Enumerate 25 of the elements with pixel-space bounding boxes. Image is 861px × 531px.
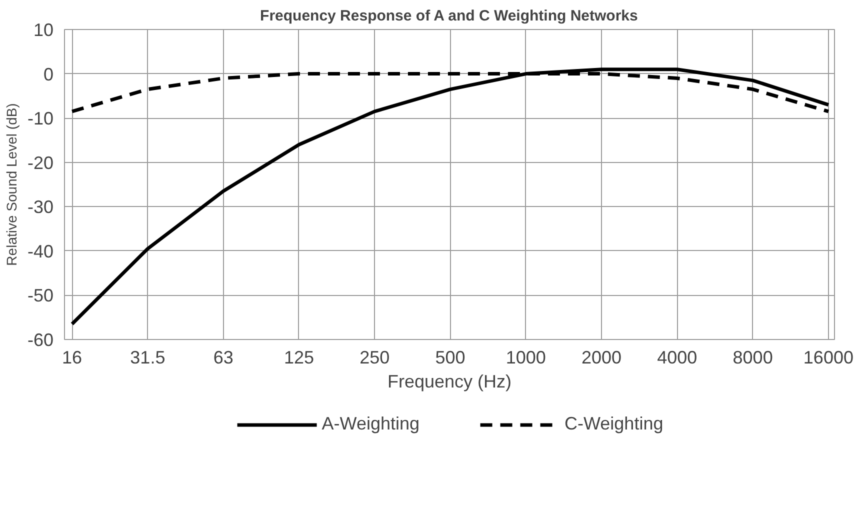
x-tick-label: 1000 — [506, 348, 546, 368]
y-tick-label: 0 — [43, 64, 54, 84]
x-tick-label: 63 — [213, 348, 234, 368]
legend-label: A-Weighting — [322, 414, 420, 434]
x-tick-label: 16 — [62, 348, 82, 368]
y-tick-label: -10 — [27, 108, 54, 129]
x-tick-label: 31.5 — [130, 348, 166, 368]
x-tick-label: 125 — [284, 348, 314, 368]
x-tick-label: 4000 — [657, 348, 698, 368]
chart-title: Frequency Response of A and C Weighting Networks — [260, 8, 638, 24]
y-tick-label: -40 — [27, 241, 54, 262]
x-tick-label: 2000 — [582, 348, 622, 368]
y-tick-label: -50 — [27, 286, 54, 306]
y-tick-label: -30 — [27, 197, 54, 218]
x-tick-label: 16000 — [803, 348, 854, 368]
x-axis-title: Frequency (Hz) — [387, 372, 512, 392]
y-tick-label: -60 — [27, 330, 54, 350]
y-tick-label: -20 — [27, 152, 54, 173]
x-tick-label: 500 — [435, 348, 466, 368]
y-tick-label: 10 — [33, 20, 54, 40]
legend-label: C-Weighting — [564, 414, 664, 434]
x-tick-label: 8000 — [732, 348, 773, 368]
x-tick-label: 250 — [360, 348, 390, 368]
line-series — [70, 68, 830, 326]
y-axis-title: Relative Sound Level (dB) — [3, 103, 20, 266]
